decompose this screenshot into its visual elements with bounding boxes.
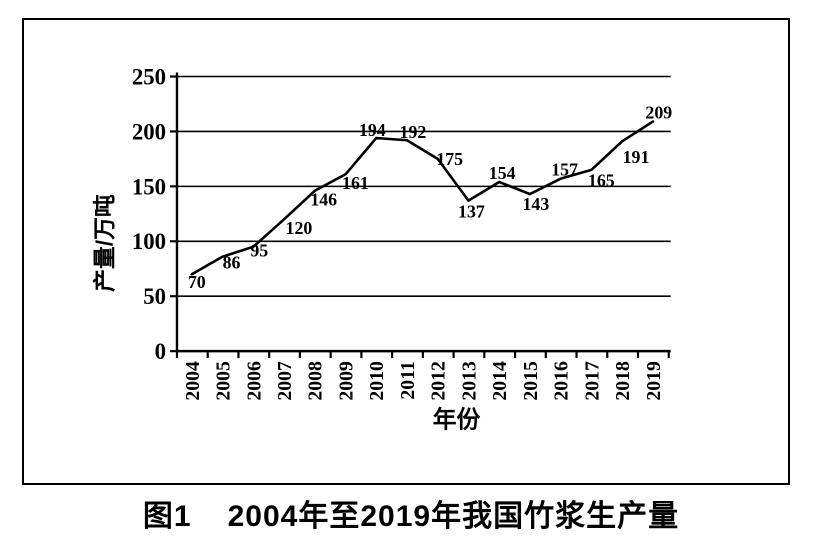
x-tick-label-2014: 2014 xyxy=(489,361,511,401)
x-tick-label-2008: 2008 xyxy=(305,361,327,401)
data-label-2019: 209 xyxy=(645,103,672,123)
data-label-2005: 86 xyxy=(223,253,241,273)
x-tick-label-2007: 2007 xyxy=(274,361,296,401)
data-label-2009: 161 xyxy=(342,173,369,193)
data-line xyxy=(190,120,655,276)
data-label-2015: 143 xyxy=(523,194,550,214)
y-tick-label-100: 100 xyxy=(132,229,166,254)
y-tick-label-150: 150 xyxy=(132,174,166,199)
data-label-2014: 154 xyxy=(489,163,516,183)
x-tick-label-2016: 2016 xyxy=(551,361,573,401)
data-label-2007: 120 xyxy=(286,218,313,238)
data-label-2010: 194 xyxy=(359,120,386,140)
y-tick-label-0: 0 xyxy=(155,339,166,364)
y-tick-label-250: 250 xyxy=(132,64,166,89)
data-label-2018: 191 xyxy=(623,147,650,167)
data-label-2004: 70 xyxy=(188,272,206,292)
x-tick-label-2004: 2004 xyxy=(182,361,204,401)
data-label-2008: 146 xyxy=(310,190,337,210)
x-axis-title: 年份 xyxy=(433,405,481,433)
data-label-2011: 192 xyxy=(400,122,427,142)
x-tick-label-2015: 2015 xyxy=(520,361,542,401)
data-label-2006: 95 xyxy=(250,241,268,261)
y-tick-label-200: 200 xyxy=(132,119,166,144)
line-chart: 0 50 100 150 200 250 2004 2005 2006 2007 2008 2009 2… xyxy=(92,64,673,433)
figure-number: 图1 xyxy=(142,500,192,533)
x-tick-label-2011: 2011 xyxy=(397,361,419,400)
data-label-2012: 175 xyxy=(436,149,463,169)
data-label-2013: 137 xyxy=(458,201,485,221)
x-tick-label-2006: 2006 xyxy=(243,361,265,401)
x-tick-label-2005: 2005 xyxy=(213,361,235,401)
x-tick-label-2009: 2009 xyxy=(335,361,357,401)
data-label-2017: 165 xyxy=(588,171,615,191)
x-tick-label-2018: 2018 xyxy=(612,361,634,401)
x-tick-label-2012: 2012 xyxy=(428,361,450,401)
data-label-2016: 157 xyxy=(551,160,578,180)
figure-title: 2004年至2019年我国竹浆生产量 xyxy=(227,500,680,533)
x-tick-label-2019: 2019 xyxy=(643,361,665,401)
x-tick-label-2013: 2013 xyxy=(458,361,480,401)
chart-frame: 0 50 100 150 200 250 2004 2005 2006 2007 2008 2009 2… xyxy=(22,18,790,485)
x-tick-label-2010: 2010 xyxy=(366,361,388,401)
y-tick-label-50: 50 xyxy=(143,284,166,309)
y-axis-title: 产量/万吨 xyxy=(92,194,118,292)
figure-caption: 图1 2004年至2019年我国竹浆生产量 xyxy=(0,491,822,535)
x-tick-label-2017: 2017 xyxy=(581,361,603,401)
